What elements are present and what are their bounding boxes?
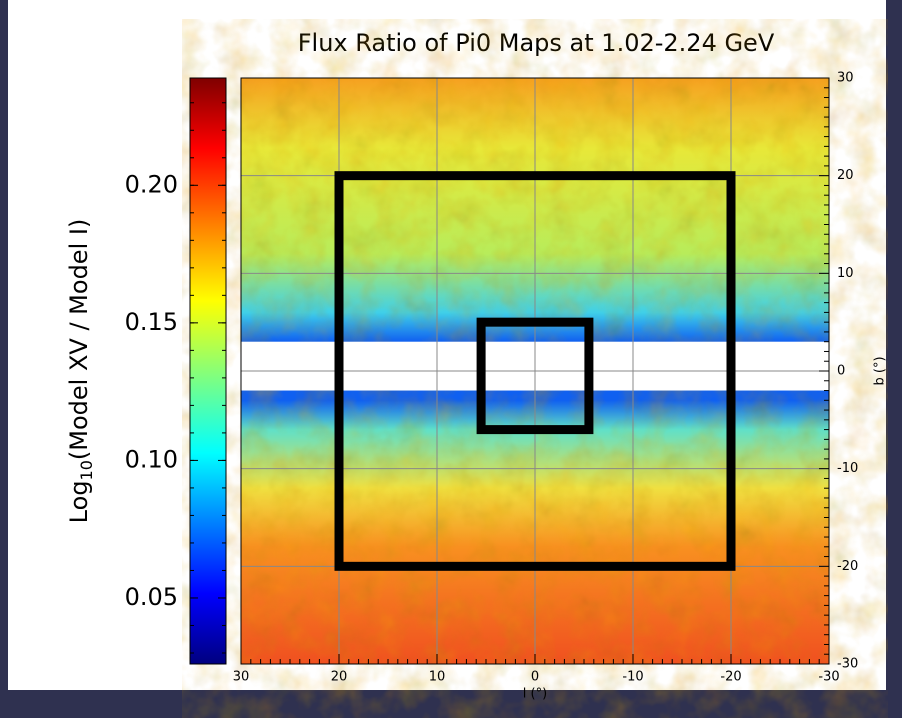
colorbar [189, 77, 227, 665]
region-box [334, 171, 736, 571]
x-tick-label: -10 [622, 670, 643, 685]
colorbar-label-rest: (Model XV / Model I) [65, 219, 93, 460]
y-tick-label: -10 [837, 461, 858, 476]
y-tick-label: 30 [837, 71, 854, 86]
colorbar-tick-label: 0.05 [125, 583, 178, 611]
y-tick-label: 20 [837, 168, 854, 183]
y-tick-label: -20 [837, 559, 858, 574]
y-tick-label: 0 [837, 364, 845, 379]
colorbar-tick-label: 0.20 [125, 170, 178, 198]
x-tick-label: 10 [429, 670, 446, 685]
x-tick-label: 30 [233, 670, 250, 685]
plot-frame [240, 77, 830, 665]
colorbar-label-subscript: 10 [77, 460, 96, 480]
colorbar-label: Log10(Model XV / Model I) [65, 219, 96, 524]
x-tick-label: -30 [818, 670, 839, 685]
region-box [476, 317, 594, 435]
x-axis-label: l (°) [523, 687, 547, 702]
y-tick-label: 10 [837, 266, 854, 281]
colorbar-tick-label: 0.10 [125, 445, 178, 473]
colorbar-label-base: Log [65, 480, 93, 523]
x-tick-label: 20 [331, 670, 348, 685]
colorbar-tick-label: 0.15 [125, 308, 178, 336]
chart-title: Flux Ratio of Pi0 Maps at 1.02-2.24 GeV [298, 29, 775, 57]
y-axis-label: b (°) [873, 356, 888, 385]
x-tick-label: 0 [531, 670, 539, 685]
x-tick-label: -20 [720, 670, 741, 685]
y-tick-label: -30 [837, 657, 858, 672]
